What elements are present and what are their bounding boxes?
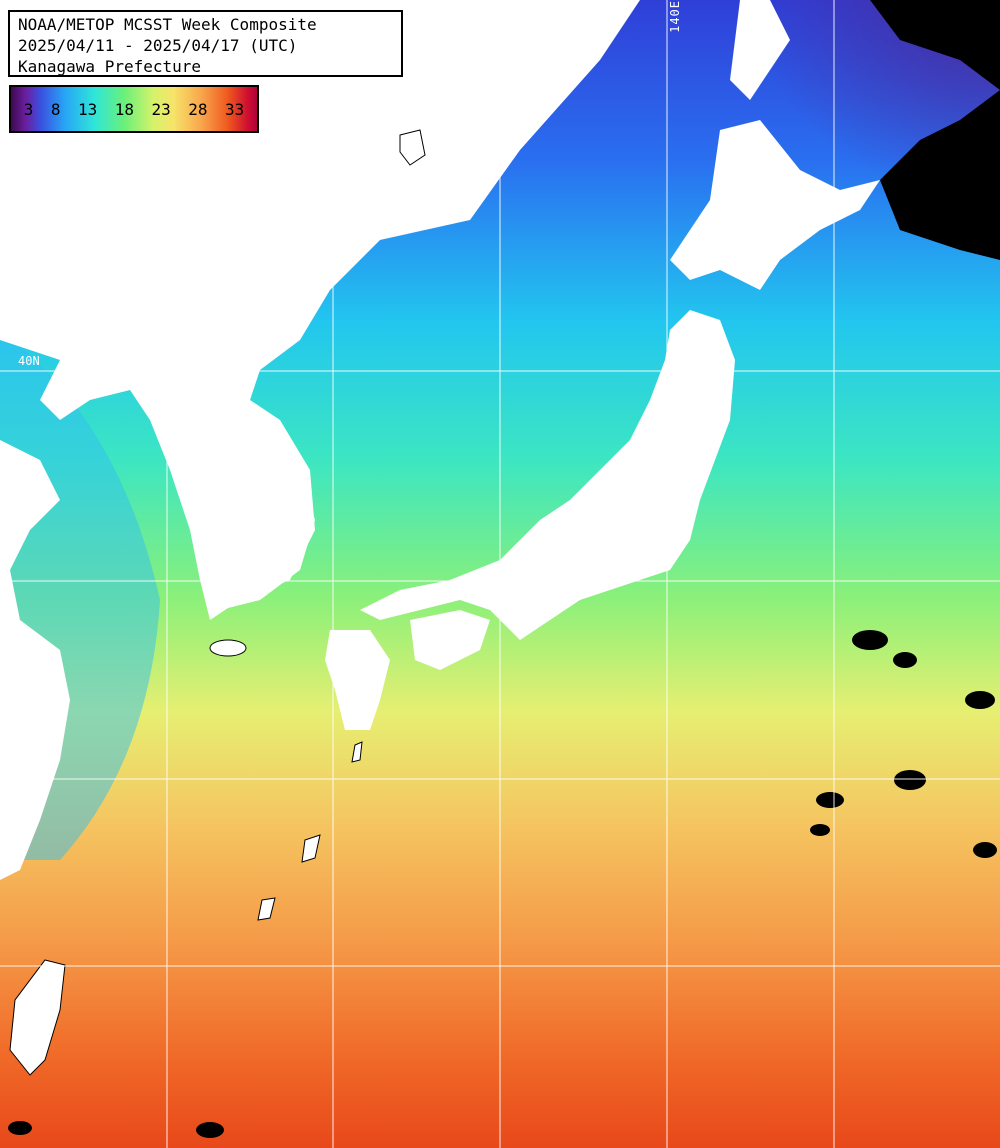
cloud-mask	[8, 0, 1000, 1138]
land-jeju	[209, 639, 247, 657]
land-sakhalin	[730, 0, 790, 100]
legend-tick: 8	[50, 99, 61, 119]
title-line-product: NOAA/METOP MCSST Week Composite	[18, 15, 317, 34]
legend-tick: 23	[151, 99, 171, 119]
land-china-coast	[0, 440, 70, 880]
title-line-date-range: 2025/04/11 - 2025/04/17 (UTC)	[18, 36, 298, 55]
longitude-label-140e: 140E	[668, 0, 682, 33]
land-taiwan	[9, 959, 66, 1076]
land-korea	[160, 410, 315, 610]
land-island-ulleung	[399, 129, 426, 166]
land-mainland-north	[0, 0, 640, 620]
color-scale-legend: 3 8 13 18 23 28 33	[9, 85, 259, 133]
title-line-region: Kanagawa Prefecture	[18, 57, 202, 76]
legend-tick: 33	[224, 99, 245, 119]
land-ryukyu-islands	[257, 741, 363, 921]
legend-tick: 3	[23, 99, 34, 119]
legend-tick: 18	[114, 99, 134, 119]
latitude-label-40n: 40N	[18, 354, 40, 368]
land-shikoku	[410, 610, 490, 670]
legend-tick: 13	[77, 99, 98, 119]
land-honshu	[360, 310, 735, 640]
land-hokkaido	[670, 120, 880, 290]
legend-tick: 28	[188, 99, 208, 119]
land-kyushu	[325, 630, 390, 730]
title-box: NOAA/METOP MCSST Week Composite 2025/04/…	[8, 10, 403, 77]
